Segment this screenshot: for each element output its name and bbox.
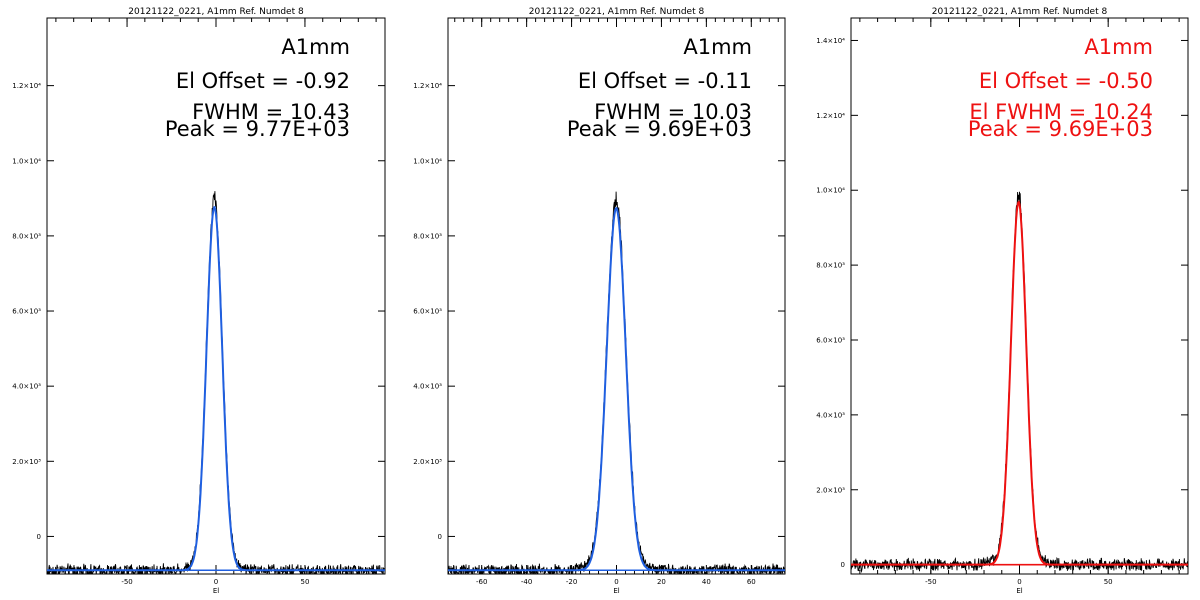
y-tick-label: 1.2×10⁴ — [816, 112, 845, 120]
fit-annotation-4: Peak = 9.69E+03 — [567, 117, 752, 141]
chart-title: 20121122_0221, A1mm Ref. Numdet 8 — [932, 7, 1108, 17]
y-tick-label: 4.0×10³ — [413, 383, 442, 391]
chart-panel-1: 20121122_0221, A1mm Ref. Numdet 8 0 2.0×10… — [12, 7, 386, 595]
y-tick-label: 1.4×10⁴ — [816, 37, 845, 45]
x-tick-label: 60 — [747, 578, 756, 586]
y-tick-label: 4.0×10³ — [816, 411, 845, 419]
fit-annotation-3: FWHM = 10.43 — [192, 100, 350, 124]
y-tick-label: 0 — [37, 533, 41, 541]
fit-annotation-2: El Offset = -0.92 — [176, 69, 350, 93]
chart-panel-3: 20121122_0221, A1mm Ref. Numdet 8 0 2.0×10… — [816, 7, 1189, 595]
y-tick-label: 0 — [438, 533, 442, 541]
x-tick-label: 50 — [300, 578, 309, 586]
x-tick-label: -20 — [566, 578, 577, 586]
y-tick-label: 6.0×10³ — [816, 336, 845, 344]
fit-annotation-1: A1mm — [281, 35, 350, 59]
x-tick-label: 20 — [657, 578, 666, 586]
x-tick-label: 50 — [1104, 578, 1113, 586]
fit-annotation-4: Peak = 9.77E+03 — [165, 117, 350, 141]
x-tick-label: 0 — [614, 578, 618, 586]
measured-data-line — [47, 191, 385, 574]
x-axis-label: El — [1016, 587, 1022, 595]
x-tick-label: -40 — [521, 578, 532, 586]
y-tick-label: 0 — [841, 561, 845, 569]
y-tick-label: 2.0×10³ — [413, 458, 442, 466]
y-tick-label: 6.0×10³ — [12, 308, 41, 316]
y-tick-label: 6.0×10³ — [413, 308, 442, 316]
y-tick-label: 2.0×10³ — [12, 458, 41, 466]
x-tick-label: -50 — [925, 578, 936, 586]
y-tick-label: 4.0×10³ — [12, 383, 41, 391]
chart-title: 20121122_0221, A1mm Ref. Numdet 8 — [128, 7, 304, 17]
x-tick-label: 40 — [702, 578, 711, 586]
x-axis-label: El — [213, 587, 219, 595]
x-tick-label: -60 — [476, 578, 487, 586]
x-tick-label: 0 — [214, 578, 218, 586]
x-tick-label: -50 — [121, 578, 132, 586]
fit-annotation-3: El FWHM = 10.24 — [969, 100, 1153, 124]
gaussian-fit-line — [851, 200, 1188, 566]
y-tick-label: 8.0×10³ — [816, 262, 845, 270]
fit-annotation-1: A1mm — [683, 35, 752, 59]
chart-panel-2: 20121122_0221, A1mm Ref. Numdet 8 0 2.0×10… — [413, 7, 786, 595]
y-tick-label: 8.0×10³ — [12, 232, 41, 240]
fit-annotation-3: FWHM = 10.03 — [594, 100, 752, 124]
fit-annotation-2: El Offset = -0.11 — [578, 69, 752, 93]
y-tick-label: 1.0×10⁴ — [413, 157, 442, 165]
measured-data-line — [851, 191, 1188, 574]
y-tick-label: 1.2×10⁴ — [12, 82, 41, 90]
y-tick-label: 2.0×10³ — [816, 486, 845, 494]
x-tick-label: 0 — [1017, 578, 1021, 586]
gaussian-fit-line — [448, 206, 785, 572]
gaussian-fit-line — [47, 205, 385, 572]
measured-data-line — [448, 191, 785, 574]
fit-annotation-1: A1mm — [1084, 35, 1153, 59]
y-tick-label: 1.0×10⁴ — [12, 157, 41, 165]
fit-annotation-4: Peak = 9.69E+03 — [968, 117, 1153, 141]
y-tick-label: 1.2×10⁴ — [413, 82, 442, 90]
y-tick-label: 1.0×10⁴ — [816, 187, 845, 195]
fit-annotation-2: El Offset = -0.50 — [979, 69, 1153, 93]
x-axis-label: El — [613, 587, 619, 595]
chart-title: 20121122_0221, A1mm Ref. Numdet 8 — [529, 7, 705, 17]
y-tick-label: 8.0×10³ — [413, 232, 442, 240]
